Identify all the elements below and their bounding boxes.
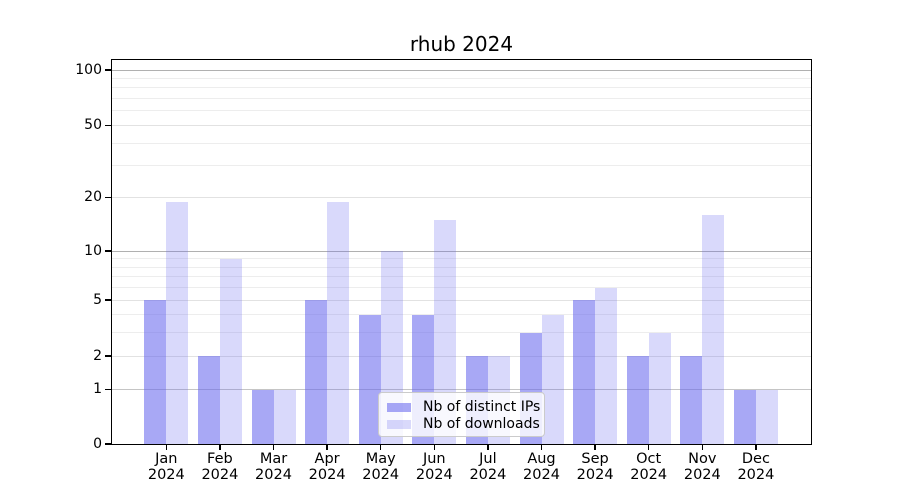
gridline-major <box>112 197 811 199</box>
gridline-minor <box>112 142 811 144</box>
x-tick <box>380 445 382 450</box>
y-tick <box>105 388 111 391</box>
gridline-minor <box>112 258 811 260</box>
chart-title: rhub 2024 <box>409 32 514 56</box>
y-tick-label: 2 <box>93 347 102 364</box>
y-tick-label: 50 <box>84 116 102 133</box>
x-tick-label: Nov 2024 <box>683 451 721 483</box>
x-tick <box>540 445 543 450</box>
x-tick-label: Jul 2024 <box>469 451 507 483</box>
legend: Nb of distinct IPs Nb of downloads <box>378 392 545 437</box>
bar-downloads <box>702 215 725 444</box>
x-tick <box>272 445 275 450</box>
x-tick-label: Aug 2024 <box>523 451 560 483</box>
gridline-minor <box>112 98 811 100</box>
bar-downloads <box>273 389 296 444</box>
x-tick-label: Oct 2024 <box>630 451 668 483</box>
bar-distinct-ips <box>733 389 756 444</box>
y-tick-label: 100 <box>75 61 102 78</box>
bar-distinct-ips <box>573 300 596 444</box>
gridline-minor <box>112 87 811 89</box>
gridline-minor <box>112 77 811 79</box>
gridline-major <box>112 389 811 390</box>
gridline-minor <box>112 314 811 316</box>
x-tick-label: Jun 2024 <box>415 451 453 483</box>
plot-area <box>111 59 812 445</box>
y-tick <box>105 355 111 357</box>
bar-downloads <box>755 389 778 444</box>
legend-entry-downloads: Nb of downloads <box>387 416 544 432</box>
x-tick-label: Jan 2024 <box>147 451 185 483</box>
x-tick <box>487 445 489 450</box>
y-tick <box>105 69 111 71</box>
legend-swatch-downloads <box>387 419 411 429</box>
x-tick <box>165 445 167 450</box>
gridline-major <box>112 124 811 126</box>
x-tick <box>648 445 650 450</box>
bar-downloads <box>434 220 457 444</box>
x-tick-label: Sep 2024 <box>576 451 614 483</box>
gridline-major <box>112 69 811 71</box>
x-tick <box>433 445 435 450</box>
gridline-minor <box>112 266 811 268</box>
bar-downloads <box>166 201 189 444</box>
gridline-minor <box>112 332 811 334</box>
gridline-major <box>112 299 811 301</box>
x-tick <box>326 445 328 450</box>
legend-entry-distinct-ips: Nb of distinct IPs <box>387 399 544 415</box>
x-tick-label: Feb 2024 <box>201 451 239 483</box>
bar-downloads <box>595 287 618 444</box>
gridline-major <box>112 250 811 252</box>
legend-swatch-distinct-ips <box>387 402 411 412</box>
y-tick <box>105 124 111 126</box>
y-tick <box>105 250 111 252</box>
legend-label-distinct-ips: Nb of distinct IPs <box>423 399 541 415</box>
x-tick <box>219 445 221 450</box>
bar-distinct-ips <box>358 314 381 444</box>
gridline-minor <box>112 276 811 278</box>
x-tick-label: Mar 2024 <box>255 451 292 483</box>
y-tick-label: 20 <box>84 189 102 206</box>
bar-distinct-ips <box>680 356 703 444</box>
bar-distinct-ips <box>251 389 274 444</box>
gridline-minor <box>112 287 811 289</box>
y-tick <box>105 197 111 199</box>
x-tick <box>755 445 757 450</box>
x-tick <box>701 445 703 450</box>
bar-downloads <box>219 258 242 444</box>
y-tick-label: 0 <box>93 435 102 452</box>
x-tick-label: Apr 2024 <box>308 451 346 483</box>
bar-downloads <box>327 201 350 444</box>
bar-distinct-ips <box>626 356 649 444</box>
bar-distinct-ips <box>197 356 220 444</box>
gridline-minor <box>112 110 811 112</box>
bar-distinct-ips <box>144 300 167 444</box>
x-tick-label: May 2024 <box>362 451 400 483</box>
legend-label-downloads: Nb of downloads <box>423 416 540 432</box>
y-tick-label: 10 <box>84 242 102 259</box>
x-tick <box>594 445 596 450</box>
y-tick-label: 5 <box>93 291 102 308</box>
bar-distinct-ips <box>305 300 328 444</box>
y-tick <box>105 299 111 301</box>
y-tick <box>105 443 111 445</box>
gridline-major <box>112 355 811 357</box>
bar-downloads <box>648 332 671 444</box>
y-tick-label: 1 <box>93 381 102 397</box>
gridline-minor <box>112 165 811 167</box>
bar-downloads <box>541 314 564 444</box>
x-tick-label: Dec 2024 <box>737 451 775 483</box>
